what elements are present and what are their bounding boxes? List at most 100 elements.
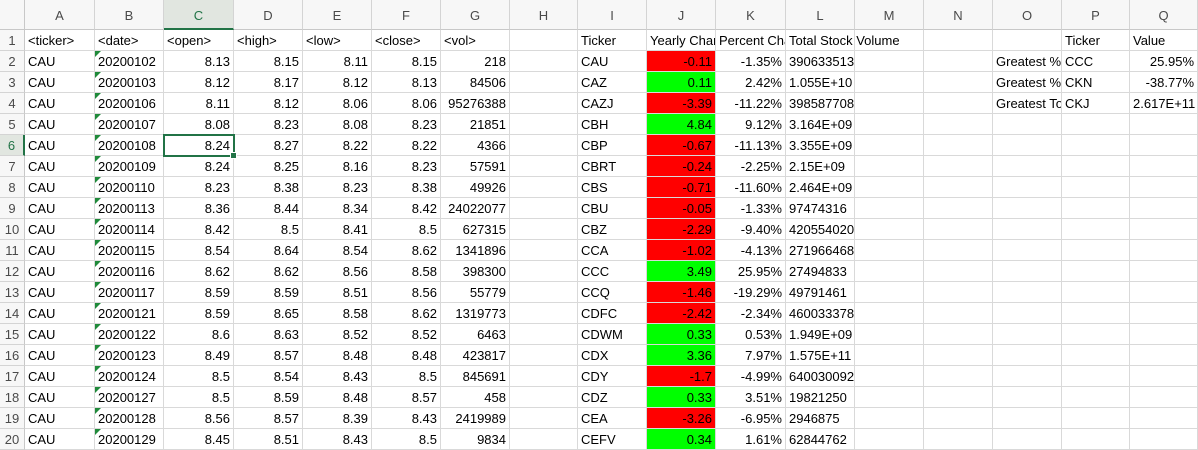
- cell-f12[interactable]: 8.58: [372, 261, 441, 282]
- cell-i8[interactable]: CBS: [578, 177, 647, 198]
- cell-i2[interactable]: CAU: [578, 51, 647, 72]
- cell-h7[interactable]: [510, 156, 578, 177]
- cell-f16[interactable]: 8.48: [372, 345, 441, 366]
- cell-n3[interactable]: [924, 72, 993, 93]
- row-header-15[interactable]: 15: [0, 324, 25, 345]
- cell-i1[interactable]: Ticker: [578, 30, 647, 51]
- cell-j19[interactable]: -3.26: [647, 408, 716, 429]
- cell-c19[interactable]: 8.56: [164, 408, 234, 429]
- cell-k13[interactable]: -19.29%: [716, 282, 786, 303]
- cell-d20[interactable]: 8.51: [234, 429, 303, 450]
- cell-o14[interactable]: [993, 303, 1062, 324]
- cell-e1[interactable]: <low>: [303, 30, 372, 51]
- cell-n6[interactable]: [924, 135, 993, 156]
- cell-c8[interactable]: 8.23: [164, 177, 234, 198]
- cell-p9[interactable]: [1062, 198, 1130, 219]
- cell-m9[interactable]: [855, 198, 924, 219]
- cell-l4[interactable]: 398587708: [786, 93, 855, 114]
- cell-n7[interactable]: [924, 156, 993, 177]
- cell-q17[interactable]: [1130, 366, 1198, 387]
- cell-q9[interactable]: [1130, 198, 1198, 219]
- cell-f1[interactable]: <close>: [372, 30, 441, 51]
- cell-d2[interactable]: 8.15: [234, 51, 303, 72]
- cell-o2[interactable]: Greatest %: [993, 51, 1062, 72]
- cell-e5[interactable]: 8.08: [303, 114, 372, 135]
- cell-h20[interactable]: [510, 429, 578, 450]
- cell-c4[interactable]: 8.11: [164, 93, 234, 114]
- cell-j3[interactable]: 0.11: [647, 72, 716, 93]
- cell-c7[interactable]: 8.24: [164, 156, 234, 177]
- cell-h14[interactable]: [510, 303, 578, 324]
- row-header-12[interactable]: 12: [0, 261, 25, 282]
- cell-q11[interactable]: [1130, 240, 1198, 261]
- cell-m7[interactable]: [855, 156, 924, 177]
- row-header-17[interactable]: 17: [0, 366, 25, 387]
- cell-o17[interactable]: [993, 366, 1062, 387]
- cell-f10[interactable]: 8.5: [372, 219, 441, 240]
- cell-e7[interactable]: 8.16: [303, 156, 372, 177]
- row-header-19[interactable]: 19: [0, 408, 25, 429]
- cell-n19[interactable]: [924, 408, 993, 429]
- select-all-corner[interactable]: [0, 0, 25, 30]
- cell-m4[interactable]: [855, 93, 924, 114]
- cell-g5[interactable]: 21851: [441, 114, 510, 135]
- cell-c13[interactable]: 8.59: [164, 282, 234, 303]
- cell-e2[interactable]: 8.11: [303, 51, 372, 72]
- column-header-d[interactable]: D: [234, 0, 303, 30]
- cell-q3[interactable]: -38.77%: [1130, 72, 1198, 93]
- cell-e16[interactable]: 8.48: [303, 345, 372, 366]
- cell-f17[interactable]: 8.5: [372, 366, 441, 387]
- cell-a9[interactable]: CAU: [25, 198, 95, 219]
- cell-p12[interactable]: [1062, 261, 1130, 282]
- cell-i14[interactable]: CDFC: [578, 303, 647, 324]
- row-header-6[interactable]: 6: [0, 135, 25, 156]
- cell-b2[interactable]: 20200102: [95, 51, 164, 72]
- cell-k14[interactable]: -2.34%: [716, 303, 786, 324]
- cell-d6[interactable]: 8.27: [234, 135, 303, 156]
- cell-j2[interactable]: -0.11: [647, 51, 716, 72]
- cell-c2[interactable]: 8.13: [164, 51, 234, 72]
- cell-k11[interactable]: -4.13%: [716, 240, 786, 261]
- cell-e14[interactable]: 8.58: [303, 303, 372, 324]
- cell-f15[interactable]: 8.52: [372, 324, 441, 345]
- cell-p17[interactable]: [1062, 366, 1130, 387]
- cell-b1[interactable]: <date>: [95, 30, 164, 51]
- cell-p3[interactable]: CKN: [1062, 72, 1130, 93]
- cell-a10[interactable]: CAU: [25, 219, 95, 240]
- cell-l19[interactable]: 2946875: [786, 408, 855, 429]
- cell-n20[interactable]: [924, 429, 993, 450]
- cell-b6[interactable]: 20200108: [95, 135, 164, 156]
- cell-l16[interactable]: 1.575E+11: [786, 345, 855, 366]
- cell-q16[interactable]: [1130, 345, 1198, 366]
- cell-d11[interactable]: 8.64: [234, 240, 303, 261]
- cell-b13[interactable]: 20200117: [95, 282, 164, 303]
- cell-e12[interactable]: 8.56: [303, 261, 372, 282]
- column-header-i[interactable]: I: [578, 0, 647, 30]
- cell-o4[interactable]: Greatest To: [993, 93, 1062, 114]
- cell-j16[interactable]: 3.36: [647, 345, 716, 366]
- cell-p11[interactable]: [1062, 240, 1130, 261]
- cell-i9[interactable]: CBU: [578, 198, 647, 219]
- cell-b18[interactable]: 20200127: [95, 387, 164, 408]
- cell-i16[interactable]: CDX: [578, 345, 647, 366]
- cell-k3[interactable]: 2.42%: [716, 72, 786, 93]
- cell-p14[interactable]: [1062, 303, 1130, 324]
- cell-h16[interactable]: [510, 345, 578, 366]
- cell-d13[interactable]: 8.59: [234, 282, 303, 303]
- cell-o19[interactable]: [993, 408, 1062, 429]
- cell-e18[interactable]: 8.48: [303, 387, 372, 408]
- cell-m16[interactable]: [855, 345, 924, 366]
- cell-g16[interactable]: 423817: [441, 345, 510, 366]
- cell-p8[interactable]: [1062, 177, 1130, 198]
- cell-k18[interactable]: 3.51%: [716, 387, 786, 408]
- row-header-20[interactable]: 20: [0, 429, 25, 450]
- cell-k5[interactable]: 9.12%: [716, 114, 786, 135]
- cell-c20[interactable]: 8.45: [164, 429, 234, 450]
- cell-o10[interactable]: [993, 219, 1062, 240]
- cell-n4[interactable]: [924, 93, 993, 114]
- row-header-9[interactable]: 9: [0, 198, 25, 219]
- cell-m5[interactable]: [855, 114, 924, 135]
- cell-n1[interactable]: [924, 30, 993, 51]
- cell-m20[interactable]: [855, 429, 924, 450]
